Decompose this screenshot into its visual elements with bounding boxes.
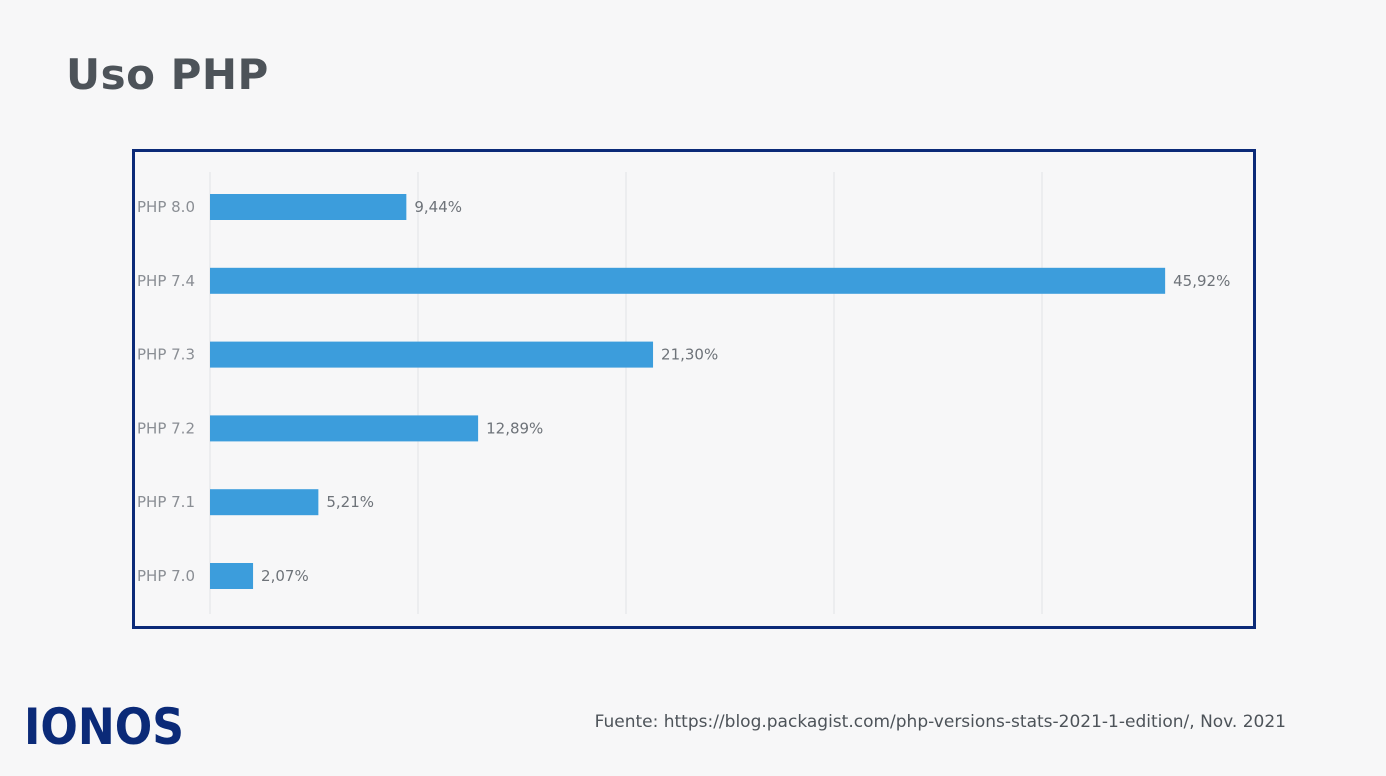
category-label: PHP 7.2 (137, 419, 195, 437)
category-label: PHP 7.3 (137, 346, 195, 364)
value-label: 9,44% (414, 198, 462, 216)
category-label: PHP 8.0 (137, 198, 195, 216)
ionos-logo: IONOS (24, 700, 184, 752)
category-label: PHP 7.4 (137, 272, 195, 290)
value-label: 21,30% (661, 346, 718, 364)
bars (210, 194, 1166, 589)
bar (210, 415, 479, 442)
value-label: 12,89% (486, 419, 543, 437)
bar (210, 563, 254, 589)
category-label: PHP 7.0 (137, 567, 195, 585)
bar (210, 341, 654, 368)
page-title: Uso PHP (66, 50, 269, 99)
source-citation: Fuente: https://blog.packagist.com/php-v… (594, 712, 1286, 732)
chart-frame: PHP 8.0 9,44% PHP 7.4 45,92% PHP 7.3 21,30% PH… (132, 149, 1256, 629)
bar-chart: PHP 8.0 9,44% PHP 7.4 45,92% PHP 7.3 21,30% PH… (137, 172, 1230, 614)
category-label: PHP 7.1 (137, 493, 195, 511)
value-label: 5,21% (326, 493, 374, 511)
bar (210, 489, 319, 516)
value-label: 2,07% (261, 567, 309, 585)
logo-text: IONOS (24, 700, 184, 752)
gridlines (209, 172, 1043, 614)
bar (210, 267, 1166, 294)
bar (210, 194, 407, 220)
labels: PHP 8.0 9,44% PHP 7.4 45,92% PHP 7.3 21,30% PH… (137, 198, 1230, 585)
value-label: 45,92% (1173, 272, 1230, 290)
